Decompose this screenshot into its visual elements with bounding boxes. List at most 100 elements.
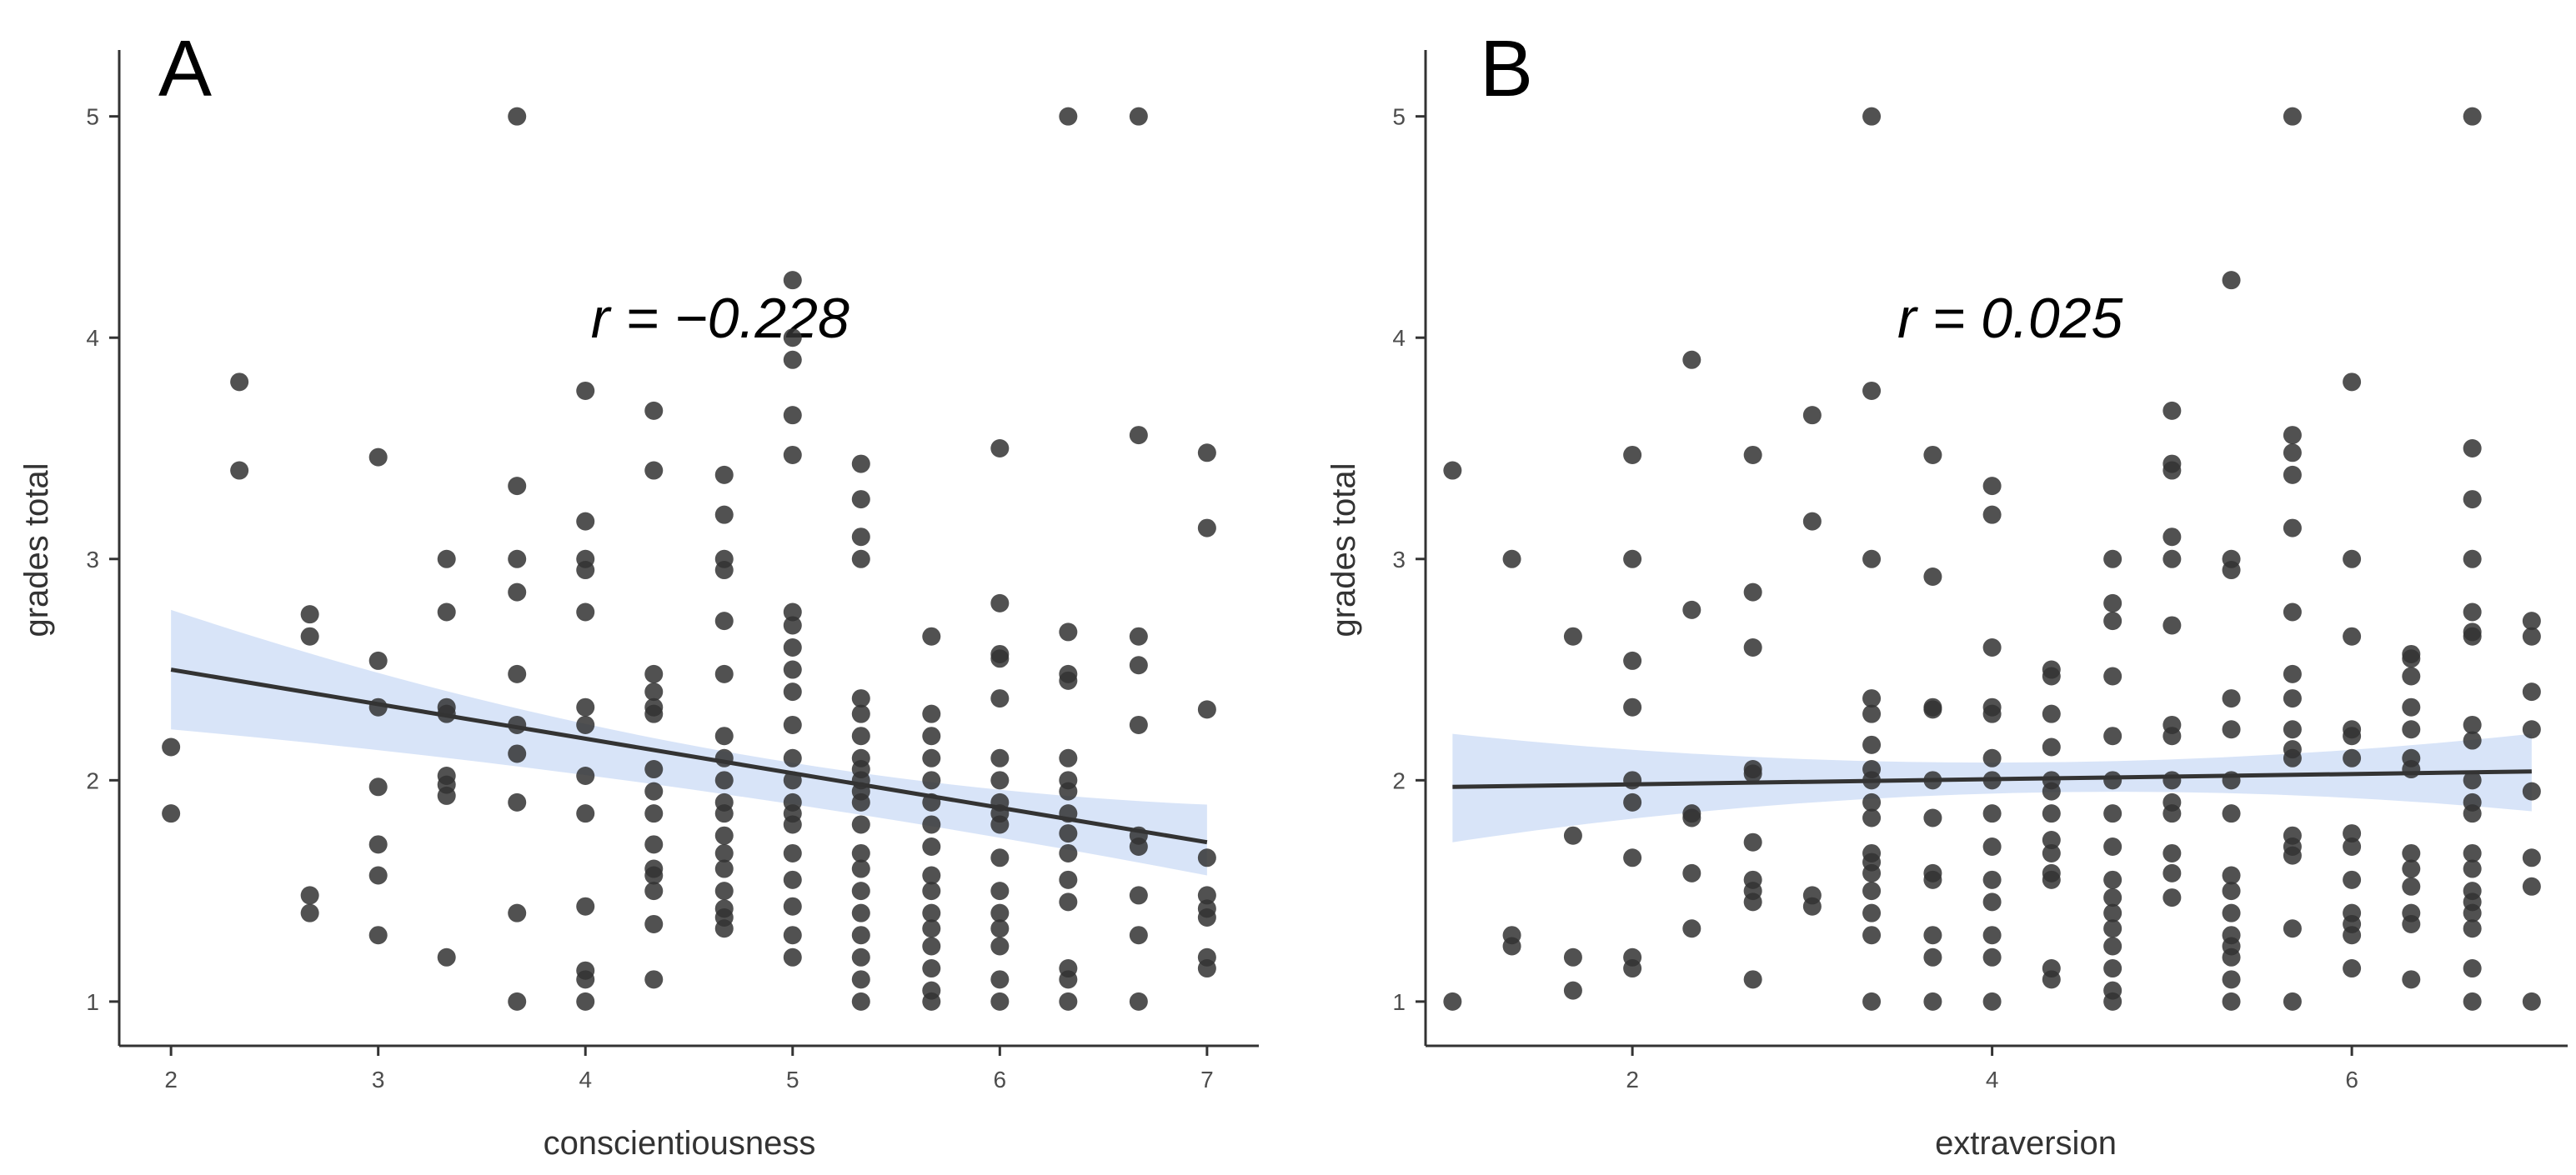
panel-b-data-point — [2283, 426, 2302, 445]
panel-a-data-point — [714, 919, 734, 938]
panel-b-data-point — [2402, 760, 2421, 779]
panel-b-data-point — [2463, 627, 2482, 646]
panel-a-data-point — [990, 937, 1010, 956]
panel-b-data-point — [2042, 667, 2061, 686]
panel-a-data-point — [922, 937, 941, 956]
panel-b-data-point — [2163, 771, 2182, 790]
panel-a-data-point — [1059, 992, 1078, 1011]
panel-a-data-point — [714, 843, 734, 862]
panel-b-data-point — [2222, 903, 2241, 922]
panel-b-data-point — [2103, 549, 2122, 568]
panel-a-data-point — [508, 664, 527, 683]
panel-a-data-point — [990, 748, 1010, 768]
panel-a-data-point — [922, 959, 941, 978]
panel-b-correlation-label: r = 0.025 — [1897, 287, 2123, 350]
panel-a-data-point — [368, 448, 388, 467]
panel-a-data-point — [851, 792, 870, 812]
panel-b-data-point — [2103, 804, 2122, 823]
panel-a-data-point — [437, 602, 456, 622]
panel-a-data-point — [783, 815, 802, 834]
panel-b-data-point — [1682, 350, 1701, 369]
panel-a-data-point — [644, 866, 664, 885]
panel-b-data-point — [1862, 704, 1882, 723]
panel-b-data-point — [1923, 926, 1942, 945]
panel-b-data-point — [1682, 600, 1701, 619]
panel-a-data-point — [851, 689, 870, 708]
panel-b-data-point — [2103, 771, 2122, 790]
panel-b-data-point — [2522, 682, 2541, 702]
panel-b-data-point — [2283, 465, 2302, 484]
panel-b-data-point — [1862, 735, 1882, 754]
panel-a-data-point — [851, 815, 870, 834]
panel-a-data-point — [783, 638, 802, 657]
panel-a-data-point — [851, 704, 870, 723]
panel-b-data-point — [2163, 528, 2182, 547]
panel-b-data-point — [2402, 859, 2421, 878]
panel-a-correlation-label: r = −0.228 — [591, 287, 849, 350]
panel-a-data-point — [714, 826, 734, 845]
panel-b-data-point — [1862, 863, 1882, 882]
panel-b-data-point — [1862, 792, 1882, 812]
panel-b-data-point — [2402, 970, 2421, 989]
panel-a-data-point — [990, 815, 1010, 834]
panel-a-data-point — [851, 454, 870, 473]
panel-b-data-point — [2343, 627, 2362, 646]
panel-a-data-point — [368, 866, 388, 885]
panel-a-data-point — [783, 271, 802, 290]
panel-b-data-point — [2283, 720, 2302, 739]
panel-a-data-point — [990, 970, 1010, 989]
panel-b-correlation-r: r — [1897, 287, 1918, 350]
panel-b-data-point — [2402, 667, 2421, 686]
panel-a-data-point — [230, 461, 249, 480]
panel-a-data-point — [714, 561, 734, 580]
panel-b-data-point — [1802, 897, 1822, 916]
panel-a-data-point — [714, 727, 734, 746]
panel-b-data-point — [1502, 937, 1521, 956]
panel-b-data-point — [2463, 992, 2482, 1011]
panel-a-data-point — [1129, 886, 1148, 905]
panel-b-data-point — [1982, 892, 2002, 912]
panel-b-data-point — [1743, 892, 1762, 912]
panel-a-data-point — [1059, 824, 1078, 843]
panel-a-y-tick-label: 5 — [86, 104, 99, 130]
panel-b-data-point — [2222, 561, 2241, 580]
panel-a-data-point — [922, 748, 941, 768]
panel-a-data-point — [922, 903, 941, 922]
panel-a-data-point — [1059, 970, 1078, 989]
panel-a-data-point — [1059, 671, 1078, 690]
panel-a-data-point — [368, 835, 388, 854]
panel-a-data-point — [437, 948, 456, 967]
panel-a-data-point — [368, 778, 388, 797]
panel-b-data-point — [1982, 704, 2002, 723]
panel-b-data-point — [2283, 664, 2302, 683]
panel-a-data-point — [783, 870, 802, 889]
panel-b-data-point — [2222, 271, 2241, 290]
panel-b-data-point — [2103, 612, 2122, 631]
panel-b-data-point — [2402, 649, 2421, 668]
panel-a-data-point — [990, 771, 1010, 790]
panel-b-data-point — [2103, 959, 2122, 978]
panel-a-correlation-value: = −0.228 — [609, 287, 849, 350]
panel-b-data-point — [2042, 970, 2061, 989]
panel-b-data-point — [1862, 381, 1882, 400]
panel-a-data-point — [851, 528, 870, 547]
panel-b-data-point — [2283, 919, 2302, 938]
panel-b-data-point — [1862, 689, 1882, 708]
panel-b-data-point — [2222, 689, 2241, 708]
panel-b-data-point — [2042, 704, 2061, 723]
panel-a-data-point — [644, 704, 664, 723]
panel-a-data-point — [990, 882, 1010, 901]
panel-b-data-point — [1923, 700, 1942, 719]
panel-a-y-tick-label: 3 — [86, 547, 99, 572]
panel-b-data-point — [2463, 959, 2482, 978]
panel-b-data-point — [2042, 843, 2061, 862]
panel-a-data-point — [1129, 656, 1148, 675]
panel-a-data-point — [576, 970, 595, 989]
panel-b-data-point — [2463, 804, 2482, 823]
panel-a-data-point — [783, 843, 802, 862]
panel-a-data-point — [230, 372, 249, 392]
panel-b-data-point — [2463, 843, 2482, 862]
panel-b-data-point — [1563, 627, 1582, 646]
panel-b-data-point — [2522, 612, 2541, 631]
